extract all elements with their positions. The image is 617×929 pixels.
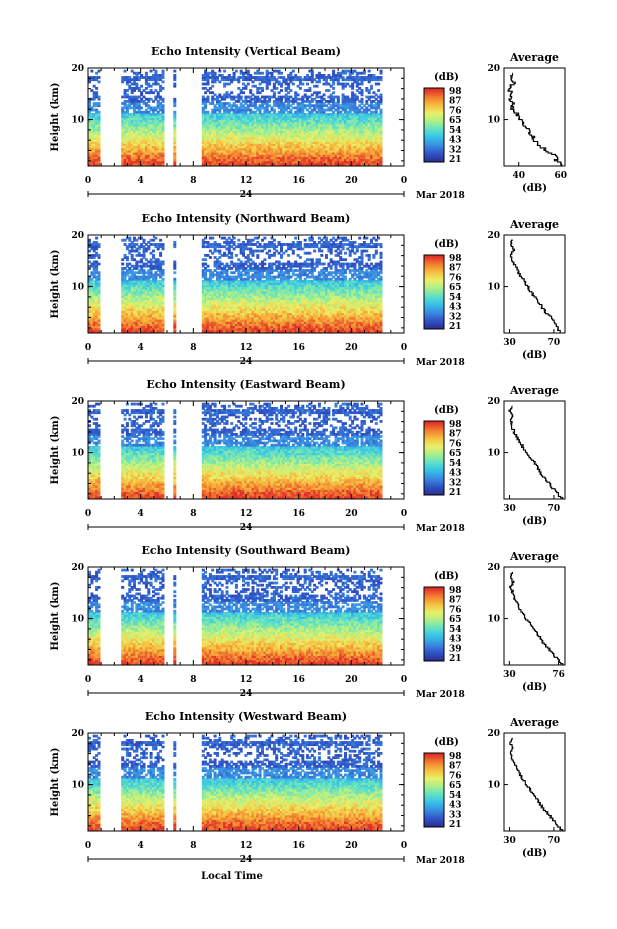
heatmap-cell — [249, 89, 252, 92]
heatmap-cell — [98, 76, 101, 79]
heatmap-cell — [280, 89, 283, 92]
heatmap-cell — [173, 98, 176, 101]
heatmap-cell — [207, 96, 210, 99]
heatmap-cell — [95, 91, 98, 94]
heatmap-cell — [98, 81, 101, 84]
heatmap-cell — [98, 70, 101, 73]
heatmap-cell — [240, 96, 243, 99]
heatmap-cell — [124, 70, 127, 73]
heatmap-cell — [162, 104, 165, 107]
heatmap-cell — [292, 70, 295, 73]
echo-intensity-figure: Echo Intensity (Vertical Beam)2010Height… — [0, 0, 617, 929]
heatmap-cell — [162, 81, 165, 84]
heatmap-cells — [88, 70, 383, 166]
heatmap-cell — [162, 70, 165, 73]
heatmap-cell — [292, 83, 295, 86]
heatmap-cell — [306, 83, 309, 86]
heatmap-cell — [154, 70, 157, 73]
heatmap-cell — [140, 107, 143, 110]
heatmap-cell — [98, 111, 101, 114]
heatmap-cell — [273, 91, 276, 94]
heatmap-cell — [280, 72, 283, 75]
heatmap-cell — [247, 83, 250, 86]
heatmap-cell — [235, 70, 238, 73]
heatmap-cell — [173, 83, 176, 86]
heatmap-cell — [162, 87, 165, 90]
heatmap-cell — [301, 83, 304, 86]
heatmap-cell — [261, 87, 264, 90]
heatmap-cell — [173, 70, 176, 73]
heatmap-cell — [275, 87, 278, 90]
heatmap-cell — [230, 91, 233, 94]
panel-0: Echo Intensity (Vertical Beam)2010Height… — [50, 45, 567, 201]
heatmap-cell — [308, 87, 311, 90]
heatmap-cell — [140, 85, 143, 88]
heatmap-cell — [299, 87, 302, 90]
heatmap-cell — [173, 74, 176, 77]
heatmap-cell — [273, 109, 276, 112]
heatmap-cell — [242, 91, 245, 94]
heatmap-cell — [289, 89, 292, 92]
heatmap-cell — [162, 98, 165, 101]
heatmap-cell — [173, 111, 176, 114]
heatmap-cell — [211, 85, 214, 88]
heatmap-cell — [98, 96, 101, 99]
heatmap-cell — [98, 102, 101, 105]
panel-title: Echo Intensity (Vertical Beam) — [151, 45, 341, 58]
heatmap-cell — [95, 87, 98, 90]
heatmap-cell — [223, 70, 226, 73]
heatmap-cell — [150, 70, 153, 73]
heatmap-cell — [297, 94, 300, 97]
heatmap-cell — [214, 72, 217, 75]
heatmap-cell — [135, 83, 138, 86]
heatmap-cell — [247, 70, 250, 73]
heatmap-cell — [145, 72, 148, 75]
heatmap-cell — [261, 72, 264, 75]
heatmap-cell — [90, 70, 93, 73]
